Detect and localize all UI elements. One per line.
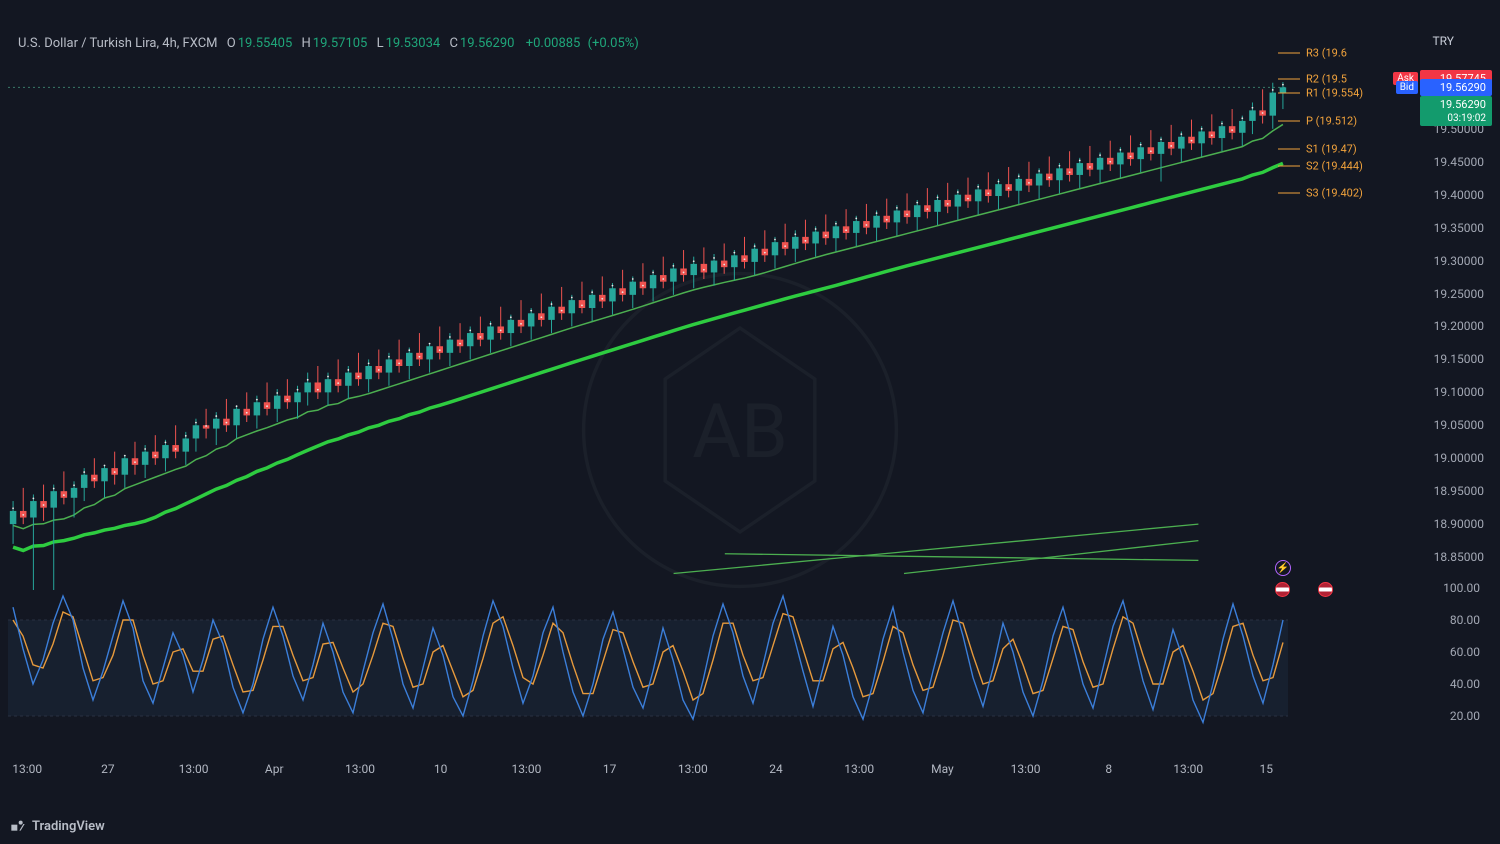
pivot-S1: S1 (19.47) [1306, 142, 1357, 155]
lightning-icon: ⚡ [1275, 560, 1291, 576]
last-value: 19.56290 [1440, 98, 1486, 111]
x-tick: May [931, 762, 954, 776]
oscillator-chart[interactable] [8, 588, 1388, 748]
oscillator-y-axis: 100.0080.0060.0040.0020.00 [1400, 588, 1492, 748]
x-tick: 27 [101, 762, 115, 776]
pivot-S3: S3 (19.402) [1306, 187, 1363, 200]
pivot-P: P (19.512) [1306, 114, 1357, 127]
countdown: 03:19:02 [1447, 113, 1486, 124]
price-chart[interactable] [8, 30, 1388, 590]
brand-text: TradingView [32, 819, 105, 834]
osc-y-tick: 20.00 [1450, 709, 1480, 723]
pivot-R3: R3 (19.6 [1306, 47, 1347, 60]
osc-y-tick: 80.00 [1450, 613, 1480, 627]
osc-y-tick: 40.00 [1450, 677, 1480, 691]
flag-icon-1 [1275, 582, 1290, 597]
bid-tag: Bid [1396, 81, 1418, 94]
pivot-R2: R2 (19.5 [1306, 73, 1347, 86]
x-tick: 24 [769, 762, 783, 776]
x-tick: 13:00 [345, 762, 375, 776]
pivot-S2: S2 (19.444) [1306, 159, 1363, 172]
x-tick: 13:00 [678, 762, 708, 776]
time-axis: 13:00 27 13:00 Apr 13:00 10 13:00 17 13:00 24 13:0… [8, 756, 1388, 786]
x-tick: 13:00 [1173, 762, 1203, 776]
x-tick: 13:00 [12, 762, 42, 776]
x-tick: 13:00 [1011, 762, 1041, 776]
x-tick: 13:00 [179, 762, 209, 776]
oscillator-svg [8, 588, 1388, 748]
x-tick: 17 [603, 762, 617, 776]
flag-icon-2 [1318, 582, 1333, 597]
osc-y-tick: 60.00 [1450, 645, 1480, 659]
brand-footer: TradingView [10, 818, 105, 834]
price-chart-svg [8, 30, 1388, 590]
x-tick: Apr [265, 762, 284, 776]
bid-badge: Bid 19.56290 [1420, 79, 1492, 96]
x-tick: 13:00 [511, 762, 541, 776]
last-badge: 19.56290 03:19:02 [1420, 96, 1492, 126]
osc-y-tick: 100.00 [1443, 581, 1480, 595]
x-tick: 8 [1105, 762, 1112, 776]
pivot-R1: R1 (19.554) [1306, 87, 1363, 100]
x-tick: 10 [434, 762, 448, 776]
price-badges: Ask 19.57745 Bid 19.56290 19.56290 03:19… [1400, 30, 1492, 590]
x-tick: 13:00 [844, 762, 874, 776]
bid-value: 19.56290 [1440, 81, 1486, 94]
tradingview-icon [10, 818, 26, 834]
x-tick: 15 [1259, 762, 1273, 776]
